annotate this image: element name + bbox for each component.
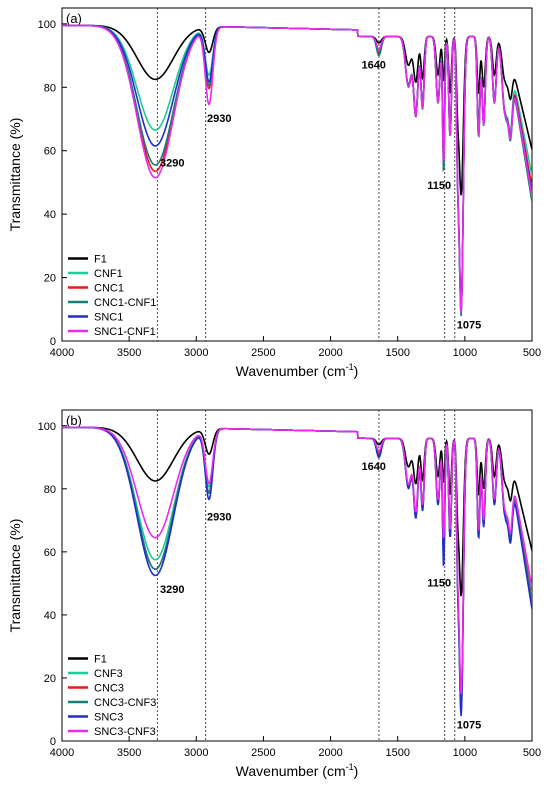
series-group [62, 24, 532, 316]
panel-label: (a) [66, 11, 82, 26]
series-line-F1 [62, 24, 532, 196]
x-tick-label-2000: 2000 [318, 747, 342, 759]
annotation-3290: 3290 [160, 158, 184, 170]
x-axis-title: Wavenumber (cm-1) [236, 762, 359, 779]
y-tick-label-20: 20 [44, 273, 56, 285]
y-tick-label-60: 60 [44, 547, 56, 559]
series-line-CNF1 [62, 24, 532, 304]
series-line-SNC1-CNF1 [62, 24, 532, 313]
panel-a: 4000 3500 3000 2500 2000 1500 1000 500 0 20 40 60 80… [7, 7, 541, 379]
legend-label-F1: F1 [94, 254, 107, 266]
y-tick-label-0: 0 [50, 336, 56, 348]
x-tick-label-2500: 2500 [251, 347, 275, 359]
series-group [62, 426, 532, 717]
x-tick-label-500: 500 [523, 747, 541, 759]
annotation-1075: 1075 [457, 719, 481, 731]
annotation-1150: 1150 [427, 180, 451, 192]
y-axis-title: Transmittance (%) [7, 519, 23, 633]
y-tick-label-40: 40 [44, 209, 56, 221]
legend-label-CNF3: CNF3 [94, 668, 123, 680]
y-tick-label-40: 40 [44, 610, 56, 622]
legend-label-CNF1: CNF1 [94, 268, 123, 280]
y-tick-label-80: 80 [44, 484, 56, 496]
series-line-F1 [62, 426, 532, 597]
legend-label-CNC3-CNF3: CNC3-CNF3 [94, 697, 156, 709]
legend-label-SNC1: SNC1 [94, 312, 123, 324]
y-tick-label-100: 100 [38, 421, 56, 433]
x-tick-label-1000: 1000 [453, 347, 477, 359]
panel-label: (b) [66, 413, 82, 428]
legend-label-CNC1: CNC1 [94, 283, 124, 295]
x-tick-label-2000: 2000 [318, 347, 342, 359]
y-tick-label-80: 80 [44, 82, 56, 94]
y-axis-title: Transmittance (%) [7, 118, 23, 232]
x-tick-label-2500: 2500 [251, 747, 275, 759]
legend-label-SNC3-CNF3: SNC3-CNF3 [94, 726, 156, 738]
x-tick-label-3500: 3500 [117, 347, 141, 359]
x-axis-title: Wavenumber (cm-1) [236, 362, 359, 379]
legend-label-CNC1-CNF1: CNC1-CNF1 [94, 297, 156, 309]
plot-frame [61, 409, 533, 742]
x-tick-label-4000: 4000 [50, 747, 74, 759]
y-tick-label-0: 0 [50, 736, 56, 748]
x-tick-label-3000: 3000 [184, 347, 208, 359]
annotation-2930: 2930 [207, 511, 231, 523]
series-line-SNC3-CNF3 [62, 426, 532, 695]
legend-label-SNC1-CNF1: SNC1-CNF1 [94, 326, 156, 338]
x-tick-label-500: 500 [523, 347, 541, 359]
x-tick-label-3500: 3500 [117, 747, 141, 759]
annotation-1640: 1640 [361, 59, 385, 71]
legend-label-CNC3: CNC3 [94, 683, 124, 695]
x-tick-label-1000: 1000 [453, 747, 477, 759]
annotation-1150: 1150 [427, 578, 451, 590]
annotation-1075: 1075 [457, 319, 481, 331]
panel-b: 4000 3500 3000 2500 2000 1500 1000 500 0 20 40 60 80… [7, 409, 541, 779]
legend-label-SNC3: SNC3 [94, 712, 123, 724]
legend: F1 CNF3 CNC3 CNC3-CNF3 SNC3 SNC3-CNF3 [68, 654, 156, 738]
y-tick-label-100: 100 [38, 19, 56, 31]
y-tick-label-60: 60 [44, 146, 56, 158]
annotation-3290: 3290 [160, 584, 184, 596]
annotation-1640: 1640 [361, 461, 385, 473]
x-tick-label-1500: 1500 [385, 747, 409, 759]
x-tick-label-1500: 1500 [385, 347, 409, 359]
annotation-2930: 2930 [207, 113, 231, 125]
x-tick-label-3000: 3000 [184, 747, 208, 759]
y-tick-label-20: 20 [44, 673, 56, 685]
legend-label-F1: F1 [94, 654, 107, 666]
legend: F1 CNF1 CNC1 CNC1-CNF1 SNC1 SNC1-CNF1 [68, 254, 156, 338]
x-tick-label-4000: 4000 [50, 347, 74, 359]
